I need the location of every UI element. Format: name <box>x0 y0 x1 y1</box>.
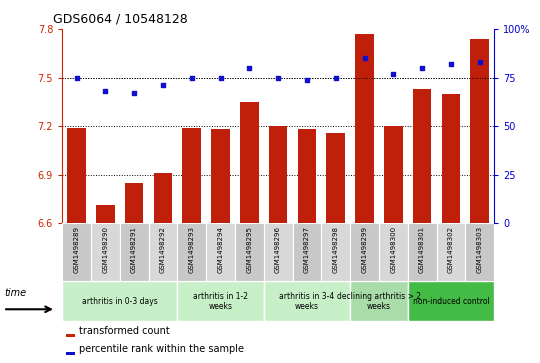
Bar <box>177 223 206 281</box>
Text: arthritis in 3-4
weeks: arthritis in 3-4 weeks <box>279 291 334 311</box>
Bar <box>235 223 264 281</box>
Point <box>332 75 340 81</box>
Bar <box>125 183 144 223</box>
Point <box>389 71 397 77</box>
Text: GSM1498297: GSM1498297 <box>304 226 310 273</box>
Bar <box>206 223 235 281</box>
Bar <box>408 223 436 281</box>
Point <box>447 61 455 67</box>
Point <box>72 75 81 81</box>
Bar <box>120 223 148 281</box>
Bar <box>177 281 264 321</box>
Bar <box>211 129 230 223</box>
Bar <box>183 128 201 223</box>
Text: GSM1498294: GSM1498294 <box>218 226 224 273</box>
Bar <box>413 89 431 223</box>
Point <box>159 82 167 88</box>
Bar <box>326 132 345 223</box>
Bar <box>355 34 374 223</box>
Bar <box>91 223 120 281</box>
Text: arthritis in 1-2
weeks: arthritis in 1-2 weeks <box>193 291 248 311</box>
Text: GSM1498291: GSM1498291 <box>131 226 137 273</box>
Text: transformed count: transformed count <box>78 326 169 336</box>
Point <box>360 55 369 61</box>
Bar <box>153 173 172 223</box>
Bar <box>350 281 408 321</box>
Bar <box>321 223 350 281</box>
Bar <box>470 39 489 223</box>
Text: GSM1498300: GSM1498300 <box>390 226 396 273</box>
Bar <box>442 94 460 223</box>
Bar <box>67 128 86 223</box>
Text: declining arthritis > 2
weeks: declining arthritis > 2 weeks <box>337 291 421 311</box>
Bar <box>269 126 287 223</box>
Bar <box>379 223 408 281</box>
Bar <box>264 223 293 281</box>
Bar <box>148 223 177 281</box>
Point <box>418 65 427 71</box>
Point <box>274 75 282 81</box>
Text: GSM1498295: GSM1498295 <box>246 226 252 273</box>
Bar <box>298 129 316 223</box>
Text: GSM1498292: GSM1498292 <box>160 226 166 273</box>
Point <box>302 77 311 82</box>
Point <box>130 90 138 96</box>
Point <box>101 88 110 94</box>
Bar <box>66 352 75 355</box>
Bar <box>240 102 259 223</box>
Bar <box>465 223 494 281</box>
Text: arthritis in 0-3 days: arthritis in 0-3 days <box>82 297 158 306</box>
Point <box>216 75 225 81</box>
Bar <box>436 223 465 281</box>
Text: GSM1498289: GSM1498289 <box>73 226 79 273</box>
Bar <box>293 223 321 281</box>
Point <box>187 75 196 81</box>
Point <box>475 59 484 65</box>
Bar <box>62 223 91 281</box>
Bar <box>384 126 403 223</box>
Text: GSM1498290: GSM1498290 <box>102 226 109 273</box>
Text: GSM1498303: GSM1498303 <box>477 226 483 273</box>
Bar <box>350 223 379 281</box>
Text: percentile rank within the sample: percentile rank within the sample <box>78 344 244 354</box>
Text: GSM1498299: GSM1498299 <box>361 226 368 273</box>
Text: GSM1498302: GSM1498302 <box>448 226 454 273</box>
Text: GSM1498296: GSM1498296 <box>275 226 281 273</box>
Text: non-induced control: non-induced control <box>413 297 489 306</box>
Text: time: time <box>4 288 26 298</box>
Text: GSM1498298: GSM1498298 <box>333 226 339 273</box>
Text: GDS6064 / 10548128: GDS6064 / 10548128 <box>53 12 188 25</box>
Point <box>245 65 254 71</box>
Bar <box>408 281 494 321</box>
Text: GSM1498301: GSM1498301 <box>419 226 425 273</box>
Bar <box>66 334 75 337</box>
Bar <box>62 281 177 321</box>
Bar <box>96 205 114 223</box>
Text: GSM1498293: GSM1498293 <box>188 226 195 273</box>
Bar <box>264 281 350 321</box>
